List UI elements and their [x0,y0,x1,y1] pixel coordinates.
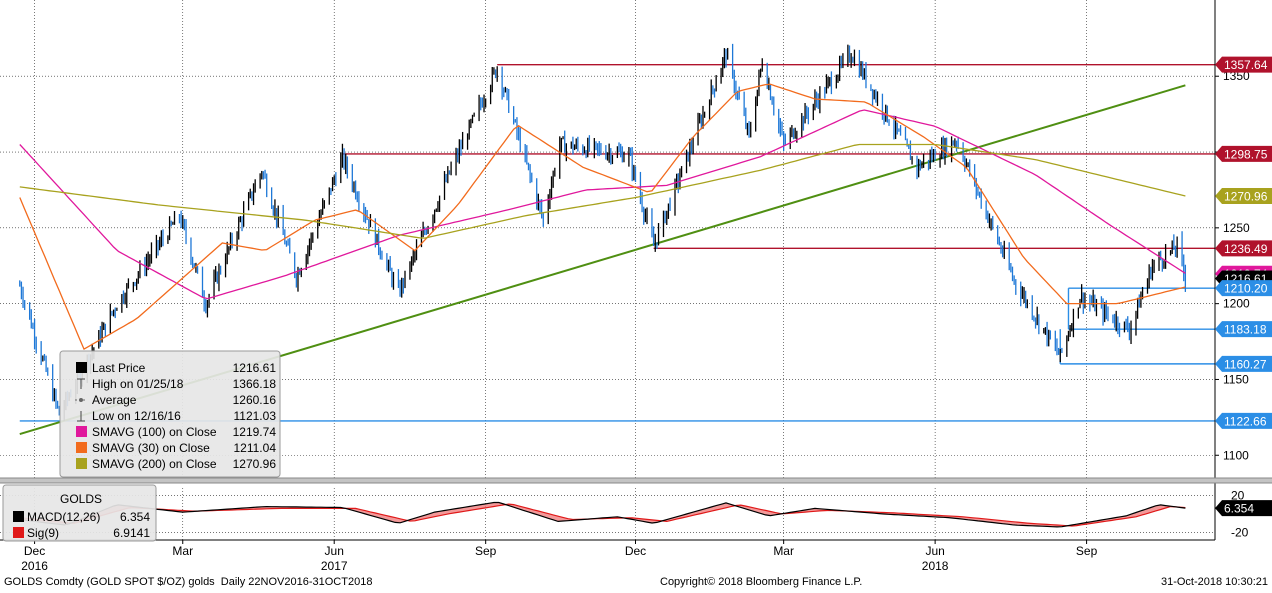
macd-y-tick-label--20: -20 [1231,526,1249,540]
legend-high-marker [77,378,85,389]
macd-y-tick-label-20: 20 [1231,488,1245,502]
legend-label-last-price: Last Price [92,361,146,375]
price-label-1270-96: 1270.96 [1215,188,1272,205]
macd-legend-swatch-sig-9 [13,527,24,538]
legend-label-average: Average [92,393,137,407]
y-tick-label-1200: 1200 [1223,297,1250,311]
legend-value-average: 1260.16 [233,393,277,407]
macd-legend-title: GOLDS [60,492,102,506]
price-label-layer: 1357.641298.751270.961236.491219.741216.… [1215,56,1272,517]
footer-timestamp: 31-Oct-2018 10:30:21 [1160,576,1268,588]
price-label-1357-64: 1357.64 [1215,56,1272,73]
price-label-text-1298-75: 1298.75 [1224,147,1268,161]
price-label-1122-66: 1122.66 [1215,412,1272,429]
ma-line-smavg-200-on-close [19,143,1186,239]
x-tick-label-0: Dec [24,544,45,558]
macd-legend-box [2,484,157,542]
price-label-1298-75: 1298.75 [1215,145,1272,162]
legend-row-average: Average 1260.16 [75,393,276,407]
price-label-box-1160-27 [1215,355,1272,372]
macd-legend-value-sig-9: 6.9141 [113,526,150,540]
price-label-box-1236-49 [1215,240,1272,257]
y-tick-label-1100: 1100 [1223,448,1249,462]
legend-row-smavg-100-on-close: SMAVG (100) on Close 1219.74 [76,425,276,439]
legend-value-last-price: 1216.61 [233,361,277,375]
macd-legend-swatch-macd-12-26 [13,511,24,522]
legend-avg-dot [79,398,83,402]
x-year-label-2018: 2018 [922,559,949,573]
legend-value-high-on-01-25-18: 1366.18 [233,377,277,391]
legend-row-high-on-01-25-18: High on 01/25/18 1366.18 [77,377,276,391]
x-year-label-2017: 2017 [321,559,348,573]
x-tick-label-3: Sep [475,544,497,558]
price-label-1183-18: 1183.18 [1215,321,1272,338]
moving-average-layer [19,83,1186,351]
price-label-box-1270-96 [1215,188,1272,205]
legend-row-low-on-12-16-16: Low on 12/16/16 1121.03 [77,409,276,423]
x-tick-label-4: Dec [625,544,646,558]
panel-divider [0,478,1272,483]
legend-swatch-smavg-200-on-close [76,458,87,469]
legend-row-smavg-200-on-close: SMAVG (200) on Close 1270.96 [76,457,276,471]
y-tick-label-1150: 1150 [1223,372,1249,386]
macd-value-label: 6.354 [1215,500,1272,517]
legend-swatch-smavg-30-on-close [76,442,87,453]
x-tick-label-7: Sep [1076,544,1098,558]
x-tick-label-1: Mar [172,544,193,558]
legend-label-smavg-200-on-close: SMAVG (200) on Close [92,457,217,471]
macd-legend: GOLDS MACD(12,26) 6.354 Sig(9) 6.9141 [2,484,157,542]
legend-label-smavg-100-on-close: SMAVG (100) on Close [92,425,217,439]
price-label-box-1122-66 [1215,412,1272,429]
price-label-text-1160-27: 1160.27 [1224,357,1267,371]
y-tick-label-1350: 1350 [1223,69,1250,83]
x-tick-label-6: Jun [925,544,944,558]
legend-row-smavg-30-on-close: SMAVG (30) on Close 1211.04 [76,441,276,455]
y-tick-label-1250: 1250 [1223,221,1250,235]
legend-value-smavg-100-on-close: 1219.74 [233,425,277,439]
legend-label-high-on-01-25-18: High on 01/25/18 [92,377,184,391]
macd-legend-value-macd-12-26: 6.354 [120,510,150,524]
legend-value-smavg-200-on-close: 1270.96 [233,457,277,471]
macd-legend-label-sig-9: Sig(9) [27,526,59,540]
x-tick-label-5: Mar [773,544,794,558]
macd-legend-label-macd-12-26: MACD(12,26) [27,510,100,524]
x-tick-label-2: Jun [325,544,344,558]
x-year-label-2016: 2016 [21,559,48,573]
footer-security-info: GOLDS Comdty (GOLD SPOT $/OZ) golds Dail… [4,576,373,588]
macd-value-text: 6.354 [1224,502,1254,516]
macd-value-box [1215,500,1272,517]
legend-value-smavg-30-on-close: 1211.04 [234,441,277,455]
legend-row-last-price: Last Price 1216.61 [76,361,276,375]
price-label-box-1298-75 [1215,145,1272,162]
price-label-text-1357-64: 1357.64 [1224,58,1268,72]
price-label-text-1236-49: 1236.49 [1224,242,1268,256]
legend-swatch-last-price [76,362,87,373]
price-legend: Last Price 1216.61 High on 01/25/18 1366.18… [59,350,281,478]
legend-low-marker [77,411,85,422]
price-label-text-1122-66: 1122.66 [1224,414,1267,428]
price-label-box-1210-20 [1215,280,1272,297]
macd-layer [19,501,1186,528]
legend-value-low-on-12-16-16: 1121.03 [234,409,277,423]
axes-layer: 11001150120012501300135020-20DecMarJunSe… [0,0,1272,573]
footer-copyright: Copyright© 2018 Bloomberg Finance L.P. [660,576,863,588]
price-label-1160-27: 1160.27 [1215,355,1272,372]
price-label-1236-49: 1236.49 [1215,240,1272,257]
legend-swatch-smavg-100-on-close [76,426,87,437]
legend-label-low-on-12-16-16: Low on 12/16/16 [92,409,181,423]
price-label-1210-20: 1210.20 [1215,280,1272,297]
legend-box [59,350,281,478]
macd-line [19,501,1186,528]
price-label-text-1210-20: 1210.20 [1224,282,1268,296]
ma-line-smavg-30-on-close [19,83,1186,351]
price-label-text-1183-18: 1183.18 [1224,323,1267,337]
price-label-box-1183-18 [1215,321,1272,338]
legend-label-smavg-30-on-close: SMAVG (30) on Close [92,441,210,455]
price-label-box-1357-64 [1215,56,1272,73]
price-label-text-1270-96: 1270.96 [1224,190,1268,204]
